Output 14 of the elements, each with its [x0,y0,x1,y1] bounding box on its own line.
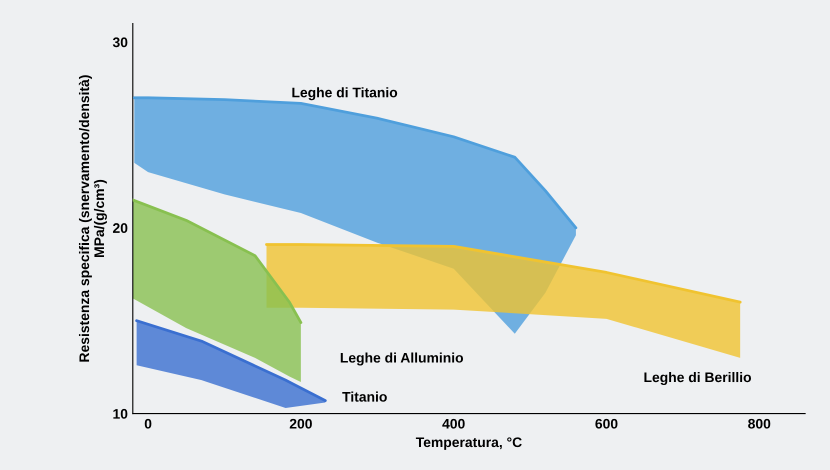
y-tick-label: 10 [113,408,128,419]
y-tick-label: 30 [112,37,128,48]
annotation: Titanio [342,392,387,402]
x-tick-label: 200 [290,418,312,429]
annotation: Leghe di Titanio [292,87,398,100]
x-axis-title: Temperatura, °C [416,437,522,450]
x-tick-label: 0 [144,418,152,429]
x-tick-label: 600 [595,418,618,429]
y-axis-title: Resistenza specifica (snervamento/densità) MPa/(g/cm³) [78,75,107,362]
x-tick-label: 800 [748,418,770,429]
y-tick-label: 20 [112,223,128,234]
x-tick-label: 400 [442,418,465,429]
annotation: Leghe di Alluminio [340,352,464,366]
annotation: Leghe di Berillio [644,372,752,385]
